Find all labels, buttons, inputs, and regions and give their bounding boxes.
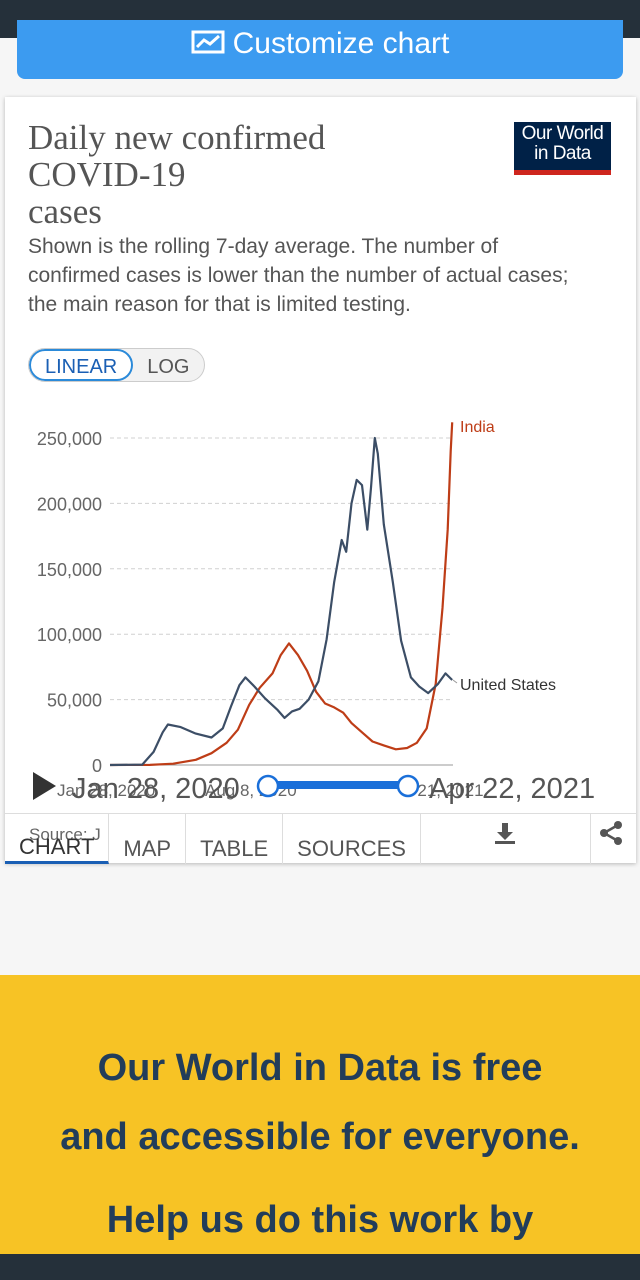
- logo-bar: [514, 170, 611, 175]
- y-tick-label: 50,000: [47, 691, 102, 711]
- timeline-start-label: Jan 28, 2020: [72, 773, 240, 805]
- play-icon[interactable]: [33, 772, 56, 800]
- tab-chart[interactable]: CHART: [5, 814, 110, 864]
- banner-line: and accessible for everyone.: [60, 1116, 580, 1158]
- navigation-bar: [0, 1254, 640, 1280]
- chart-title-line: cases: [28, 192, 102, 231]
- chart-subtitle: Shown is the rolling 7-day average. The …: [28, 235, 569, 316]
- series-line-united-states[interactable]: [109, 436, 453, 767]
- timeline-range-bar[interactable]: [268, 781, 408, 789]
- owid-logo[interactable]: Our World in Data: [514, 122, 611, 175]
- chart-tabs: CHART MAP TABLE SOURCES: [5, 813, 636, 864]
- chart-title: Daily new confirmed COVID-19 cases: [28, 119, 428, 230]
- series-label-united-states: United States: [460, 677, 556, 694]
- timeline-tick-label: Jan 28, 2020: [57, 781, 155, 800]
- line-chart: 250,000 200,000 150,000 100,000 50,000 0 India…: [29, 419, 595, 844]
- label-leader: [452, 679, 458, 684]
- download-button[interactable]: [421, 814, 591, 864]
- customize-chart-label: Customize chart: [232, 27, 450, 60]
- timeline-end-label: Apr 22, 2021: [429, 773, 595, 805]
- donation-banner: Our World in Data is free and accessible…: [0, 975, 640, 1260]
- download-icon: [492, 814, 518, 864]
- tab-sources[interactable]: SOURCES: [283, 814, 421, 864]
- tab-map[interactable]: MAP: [109, 814, 187, 864]
- customize-chart-button[interactable]: Customize chart: [17, 20, 623, 79]
- chart-title-line: COVID-19: [28, 155, 186, 194]
- share-icon: [598, 814, 624, 864]
- series-label-india: India: [460, 419, 495, 436]
- tab-table[interactable]: TABLE: [186, 814, 284, 864]
- banner-line: Our World in Data is free: [97, 1047, 543, 1089]
- y-tick-label: 150,000: [37, 560, 102, 580]
- scale-toggle: LINEAR LOG: [28, 348, 205, 382]
- chart-title-line: Daily new confirmed: [28, 118, 326, 157]
- series-line-india[interactable]: [109, 422, 454, 767]
- chart-icon: [191, 21, 225, 69]
- timeline-tick-label: r 21, 2021: [407, 781, 484, 800]
- timeline-end-handle[interactable]: [396, 774, 420, 798]
- y-tick-label: 250,000: [37, 429, 102, 449]
- share-button[interactable]: [591, 814, 631, 864]
- linear-scale-button[interactable]: LINEAR: [29, 349, 134, 381]
- banner-line: Help us do this work by: [106, 1199, 534, 1241]
- chart-card: Daily new confirmed COVID-19 cases Our W…: [5, 97, 636, 864]
- log-scale-button[interactable]: LOG: [147, 356, 190, 378]
- logo-line: Our World: [521, 123, 604, 144]
- source-text: Source: J: [29, 825, 101, 844]
- y-tick-label: 100,000: [37, 625, 102, 645]
- timeline-start-handle[interactable]: [256, 774, 280, 798]
- logo-line: in Data: [534, 143, 591, 164]
- y-tick-label: 200,000: [37, 494, 102, 514]
- y-tick-label: 0: [92, 756, 102, 776]
